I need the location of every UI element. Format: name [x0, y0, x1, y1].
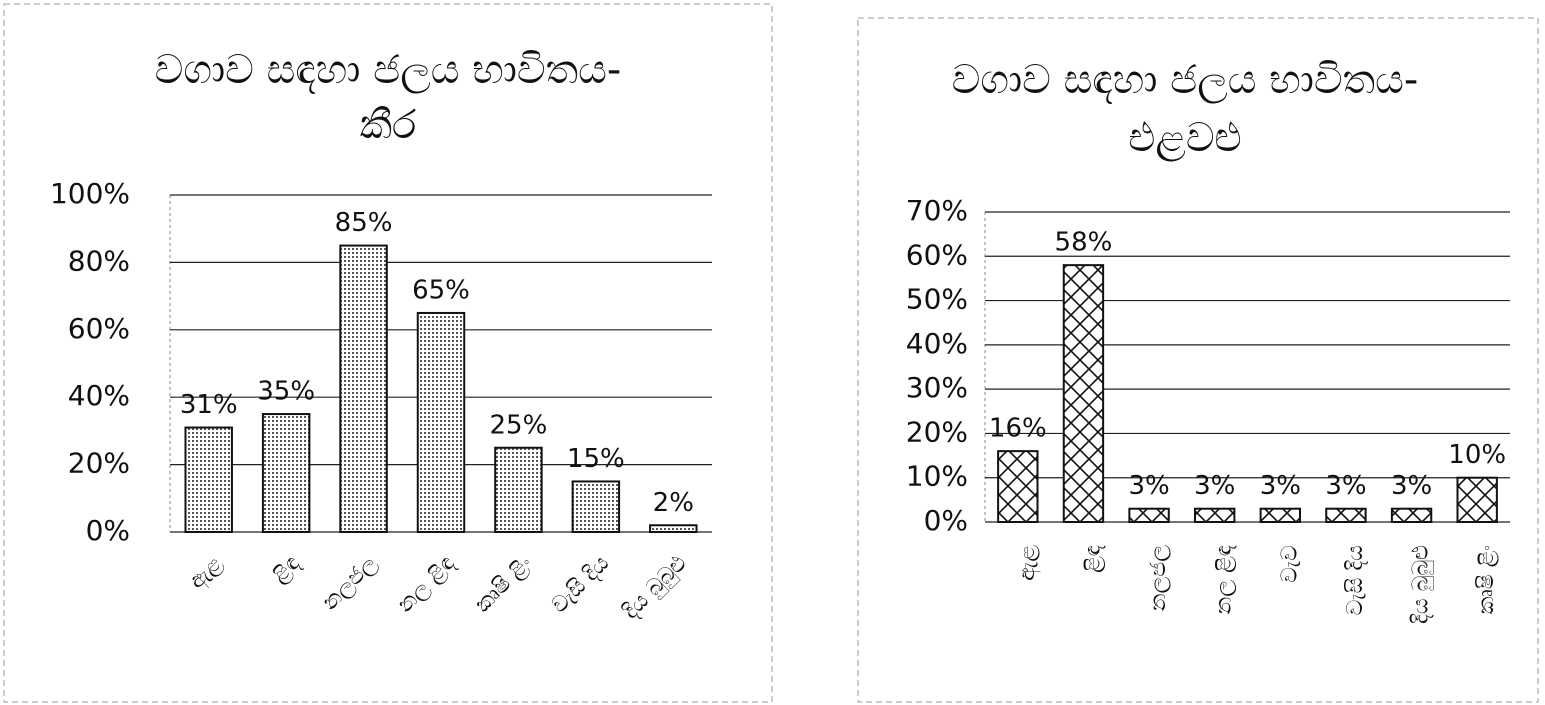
y-tick-label: 40% [68, 379, 130, 412]
data-label: 3% [1260, 471, 1301, 501]
data-label: 3% [1128, 471, 1169, 501]
data-label: 3% [1325, 471, 1366, 501]
x-tick-label: කෘෂි ළිං [470, 551, 537, 618]
y-tick-label: 20% [68, 447, 130, 480]
bar [1259, 507, 1301, 524]
bar [339, 244, 388, 534]
data-label: 35% [257, 377, 315, 407]
x-tick-label: ඇළ [184, 551, 228, 595]
bar [416, 311, 466, 534]
bar [261, 413, 311, 533]
bar [1456, 476, 1498, 524]
data-label: 10% [1448, 440, 1506, 470]
bar [649, 524, 698, 534]
y-tick-label: 100% [50, 177, 130, 210]
bar [1062, 264, 1105, 523]
y-tick-label: 60% [906, 238, 968, 271]
y-tick-label: 0% [86, 514, 130, 547]
data-label: 16% [989, 414, 1047, 444]
bar [494, 446, 543, 533]
bar [1194, 507, 1236, 524]
chart-title: වගාව සඳහා ජලය භාවිතය-එළවළු [952, 57, 1419, 162]
y-tick-label: 50% [906, 283, 968, 316]
bar [1325, 507, 1367, 524]
x-tick-label: දිය බුබුළු [618, 551, 692, 625]
bar [571, 480, 621, 534]
y-tick-label: 70% [906, 194, 968, 227]
y-tick-label: 40% [906, 327, 968, 360]
data-label: 15% [567, 444, 625, 474]
y-tick-label: 80% [68, 244, 130, 277]
data-label: 65% [412, 275, 470, 305]
x-tick-label: දිය බුබුළු [1409, 545, 1434, 624]
bar [1128, 507, 1170, 524]
x-tick-label: වැසි දිය [547, 551, 614, 618]
x-tick-label: වැව [1277, 545, 1302, 583]
x-tick-label: ඇළ [1015, 545, 1041, 581]
chart-title: වගාව සඳහා ජලය භාවිතය-කීර [155, 47, 622, 148]
data-label: 85% [335, 208, 393, 238]
y-tick-label: 30% [906, 371, 968, 404]
x-tick-label: නල ළිඳ [1212, 545, 1237, 615]
bar [1390, 507, 1433, 524]
x-tick-label: නල ළිඳ [393, 551, 460, 618]
bar [997, 450, 1039, 523]
y-tick-label: 20% [906, 415, 968, 448]
data-label: 58% [1055, 228, 1113, 258]
data-label: 2% [653, 488, 694, 518]
x-tick-label: ළිඳ [1080, 545, 1105, 573]
x-tick-label: වැසි දිය [1343, 545, 1368, 615]
panel-frame [3, 3, 773, 703]
data-label: 3% [1391, 471, 1432, 501]
x-tick-label: නලජල [317, 551, 382, 616]
data-label: 25% [490, 410, 548, 440]
x-tick-label: කෘෂි ළිං [1474, 545, 1499, 614]
x-tick-label: ළිඳ [267, 551, 304, 588]
y-tick-label: 10% [906, 460, 968, 493]
y-tick-label: 60% [68, 312, 130, 345]
panel-frame [857, 17, 1539, 703]
data-label: 31% [180, 390, 238, 420]
bar [184, 426, 233, 533]
data-label: 3% [1194, 471, 1235, 501]
x-tick-label: නලජල [1146, 545, 1171, 612]
y-tick-label: 0% [924, 504, 968, 537]
